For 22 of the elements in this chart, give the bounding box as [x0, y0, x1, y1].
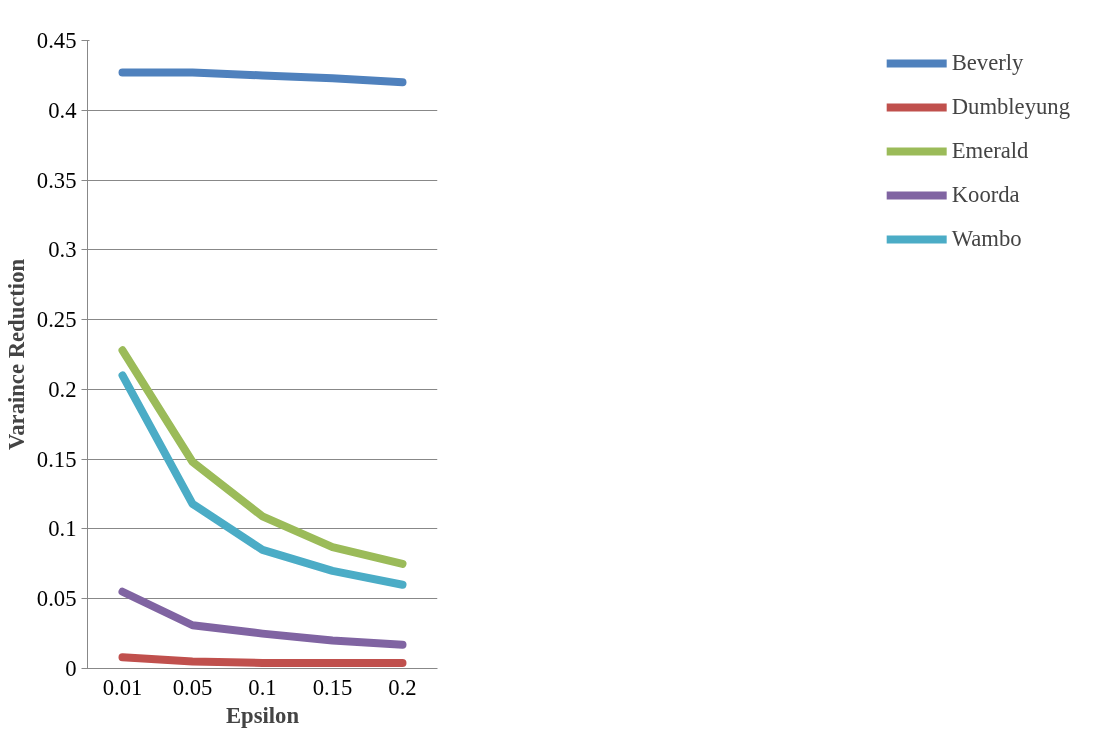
y-tick-label: 0.3: [48, 237, 77, 263]
x-tick-label: 0.01: [102, 674, 143, 700]
y-tick-label: 0.4: [48, 97, 77, 123]
legend-label: Dumbleyung: [951, 94, 1070, 120]
legend-label: Emerald: [951, 138, 1029, 164]
y-tick-label: 0.1: [48, 516, 77, 542]
y-tick-label: 0.35: [36, 167, 77, 193]
y-tick-label: 0.2: [48, 376, 77, 402]
legend-label: Beverly: [951, 50, 1024, 76]
x-tick-label: 0.15: [312, 674, 353, 700]
x-tick-label: 0.05: [172, 674, 213, 700]
x-axis-title: Epsilon: [225, 702, 300, 728]
x-tick-label: 0.1: [248, 674, 277, 700]
y-axis-title: Varaince Reduction: [3, 258, 29, 451]
y-tick-label: 0.45: [36, 28, 77, 53]
x-tick-label: 0.2: [388, 674, 417, 700]
legend-label: Wambo: [951, 226, 1022, 252]
y-tick-label: 0.15: [36, 446, 77, 472]
y-tick-label: 0: [65, 656, 77, 681]
legend-label: Koorda: [951, 182, 1020, 208]
y-tick-label: 0.05: [36, 586, 77, 612]
y-tick-label: 0.25: [36, 307, 77, 333]
